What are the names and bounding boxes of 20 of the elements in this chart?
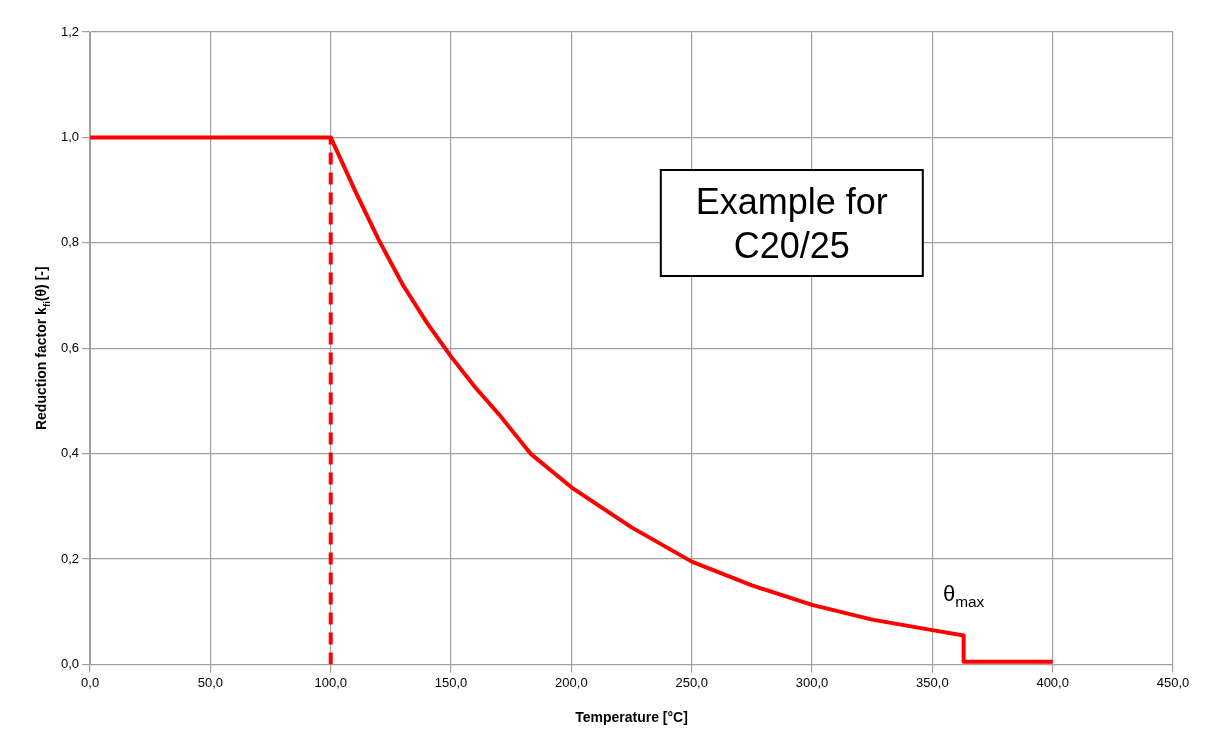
- x-tick-label: 0,0: [81, 674, 100, 690]
- annotation: Example for C20/25: [695, 181, 888, 266]
- x-tick-label: 50,0: [197, 674, 224, 690]
- y-tick-label: 1,2: [60, 23, 80, 39]
- x-tick-label: 250,0: [675, 674, 708, 690]
- x-tick-label: 200,0: [555, 674, 588, 690]
- x-tick-label: 400,0: [1036, 674, 1069, 690]
- y-tick-label: 0,6: [60, 339, 80, 355]
- y-tick-label: 0,4: [60, 445, 80, 461]
- x-tick-label: 300,0: [795, 674, 829, 690]
- y-tick-label: 1,0: [60, 128, 80, 144]
- y-tick-label: 0,2: [60, 550, 80, 566]
- x-tick-label: 450,0: [1156, 674, 1190, 690]
- x-tick-label: 150,0: [434, 674, 468, 690]
- x-tick-label: 100,0: [314, 674, 347, 690]
- y-tick-label: 0,0: [60, 655, 80, 671]
- y-tick-label: 0,8: [60, 234, 80, 250]
- y-axis-title: Reduction factor kfi(θ) [-]: [33, 266, 52, 431]
- x-tick-label: 350,0: [916, 674, 949, 690]
- x-axis-title: Temperature [°C]: [575, 709, 688, 725]
